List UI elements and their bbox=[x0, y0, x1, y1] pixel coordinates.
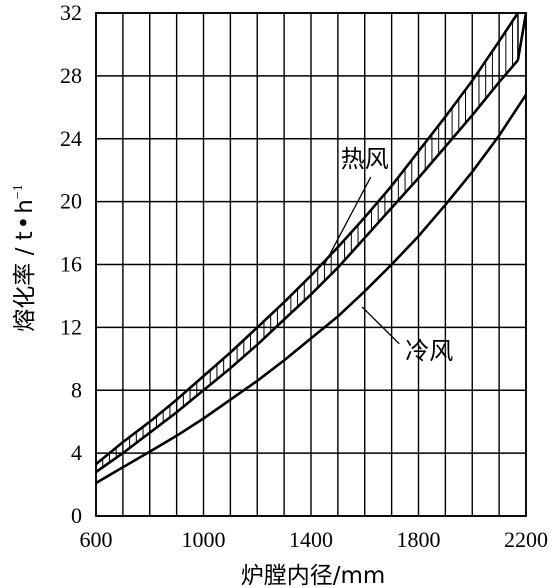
hot-air-leader-line bbox=[323, 176, 372, 265]
plot-frame bbox=[95, 12, 527, 517]
y-tick-label: 28 bbox=[60, 63, 82, 88]
cold-air-line bbox=[95, 93, 528, 485]
x-tick-label: 1400 bbox=[289, 527, 333, 552]
cold-air-label: 冷风 bbox=[405, 337, 453, 365]
x-tick-label: 2200 bbox=[504, 527, 548, 552]
y-tick-label: 4 bbox=[71, 440, 82, 465]
y-axis-title-h: h bbox=[12, 199, 38, 214]
y-tick-label: 32 bbox=[60, 0, 82, 25]
y-axis-title-dot: • bbox=[12, 216, 38, 230]
x-tick-label: 600 bbox=[80, 527, 113, 552]
hot-air-upper-line bbox=[95, 12, 519, 466]
x-tick-label: 1000 bbox=[182, 527, 226, 552]
y-tick-label: 20 bbox=[60, 189, 82, 214]
cold-air-leader-line bbox=[361, 306, 400, 345]
hot-air-lower-line-extension bbox=[516, 12, 528, 61]
x-tick-label: 1800 bbox=[397, 527, 441, 552]
y-tick-label: 16 bbox=[60, 252, 82, 277]
grid bbox=[95, 12, 527, 517]
hot-air-lower-line bbox=[95, 59, 519, 474]
hot-air-label: 热风 bbox=[341, 145, 389, 173]
series-layer bbox=[95, 12, 528, 485]
x-axis-title: 炉膛内径/mm bbox=[241, 563, 386, 588]
y-tick-label: 24 bbox=[60, 126, 82, 151]
y-axis-title-main: 熔化率 / t bbox=[12, 231, 38, 331]
y-tick-label: 0 bbox=[71, 503, 82, 528]
y-axis-title: 熔化率 / t• h−1 bbox=[11, 184, 38, 331]
y-axis-title-sup: −1 bbox=[11, 184, 26, 199]
y-tick-label: 12 bbox=[60, 314, 82, 339]
y-tick-label: 8 bbox=[71, 377, 82, 402]
tick-labels: 600 1000 1400 1800 2200 0 4 8 12 16 20 24 28 32 bbox=[60, 0, 548, 552]
svg-text:熔化率 / t•h−1: 熔化率 / t• h−1 bbox=[11, 184, 38, 331]
